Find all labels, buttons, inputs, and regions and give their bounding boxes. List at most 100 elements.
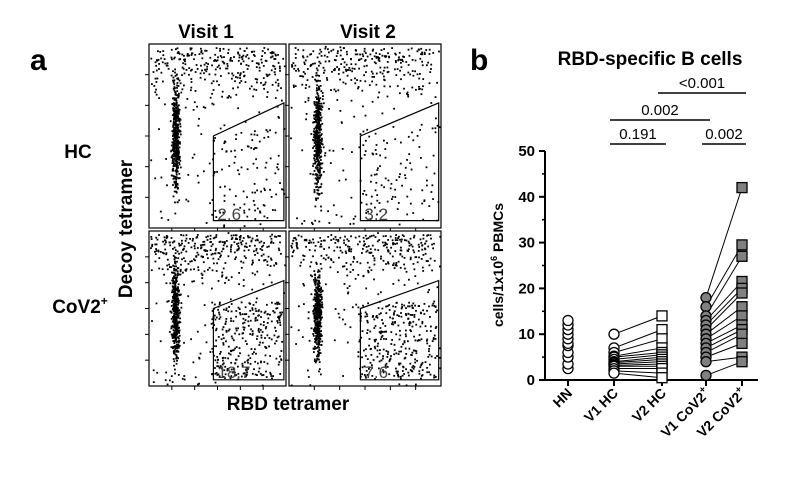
event-dot	[318, 171, 321, 173]
event-dot	[392, 126, 395, 128]
event-dot	[202, 261, 205, 264]
event-dot	[233, 371, 236, 374]
event-dot	[187, 200, 190, 203]
event-dot	[172, 340, 175, 342]
event-dot	[162, 50, 165, 52]
event-dot	[321, 289, 324, 292]
event-dot	[319, 85, 322, 87]
event-dot	[408, 278, 410, 281]
event-dot	[395, 263, 397, 266]
event-dot	[307, 311, 310, 314]
event-dot	[400, 350, 402, 353]
event-dot	[313, 189, 316, 191]
event-dot	[319, 295, 321, 297]
event-dot	[314, 321, 317, 324]
event-dot	[177, 316, 180, 319]
event-dot	[175, 295, 178, 298]
event-dot	[214, 53, 217, 56]
event-dot	[342, 71, 345, 74]
event-dot	[324, 154, 326, 157]
event-dot	[192, 109, 195, 111]
event-dot	[316, 154, 319, 157]
event-dot	[387, 351, 390, 353]
event-dot	[434, 357, 437, 359]
event-dot	[219, 256, 222, 258]
event-dot	[319, 334, 322, 337]
panel-a: a Visit 1 Visit 2 HC CoV2+ Decoy tetrame…	[30, 22, 442, 415]
event-dot	[302, 55, 304, 58]
event-dot	[364, 59, 366, 62]
event-dot	[299, 264, 302, 267]
event-dot	[371, 58, 374, 60]
event-dot	[221, 90, 224, 93]
event-dot	[211, 373, 214, 375]
event-dot	[280, 359, 283, 361]
event-dot	[191, 280, 194, 283]
event-dot	[320, 90, 323, 92]
event-dot	[175, 99, 178, 102]
event-dot	[270, 338, 273, 341]
event-dot	[421, 374, 424, 376]
event-dot	[209, 249, 212, 252]
event-dot	[317, 295, 319, 297]
event-dot	[327, 48, 329, 51]
event-dot	[199, 72, 202, 75]
event-dot	[174, 328, 177, 331]
event-dot	[247, 354, 250, 357]
y-tick-label: 40	[518, 189, 535, 206]
event-dot	[291, 65, 294, 67]
event-dot	[344, 250, 347, 253]
event-dot	[277, 82, 280, 85]
event-dot	[260, 190, 262, 193]
event-dot	[395, 352, 398, 355]
event-dot	[401, 184, 403, 187]
event-dot	[258, 241, 261, 244]
event-dot	[256, 81, 258, 84]
event-dot	[374, 347, 377, 350]
event-dot	[320, 148, 322, 151]
event-dot	[420, 47, 423, 50]
event-dot	[428, 205, 431, 207]
event-dot	[342, 169, 345, 172]
event-dot	[244, 361, 246, 364]
event-dot	[251, 307, 254, 309]
event-dot	[364, 234, 367, 237]
event-dot	[177, 85, 180, 87]
event-dot	[264, 354, 267, 357]
event-dot	[172, 248, 174, 250]
event-dot	[175, 277, 178, 279]
event-dot	[213, 303, 216, 306]
event-dot	[179, 130, 181, 133]
event-dot	[316, 173, 318, 176]
event-dot	[251, 334, 254, 336]
event-dot	[227, 52, 229, 54]
event-dot	[237, 72, 239, 74]
event-dot	[291, 242, 294, 245]
event-dot	[176, 148, 178, 151]
event-dot	[312, 313, 315, 315]
event-dot	[334, 308, 337, 310]
event-dot	[398, 176, 401, 178]
event-dot	[257, 62, 260, 65]
event-dot	[253, 351, 255, 354]
event-dot	[317, 144, 320, 146]
event-dot	[380, 336, 383, 338]
event-dot	[319, 319, 322, 321]
pair-line	[705, 333, 743, 353]
event-dot	[318, 136, 321, 139]
event-dot	[406, 93, 408, 95]
event-dot	[246, 359, 249, 362]
event-dot	[240, 62, 242, 65]
event-dot	[292, 62, 295, 64]
event-dot	[200, 272, 203, 275]
event-dot	[309, 384, 312, 387]
event-dot	[408, 322, 411, 325]
event-dot	[421, 244, 423, 247]
pair-line	[705, 292, 743, 330]
event-dot	[247, 57, 250, 60]
event-dot	[214, 249, 217, 252]
event-dot	[438, 356, 441, 359]
event-dot	[384, 156, 387, 159]
event-dot	[230, 238, 233, 240]
event-dot	[251, 272, 254, 275]
